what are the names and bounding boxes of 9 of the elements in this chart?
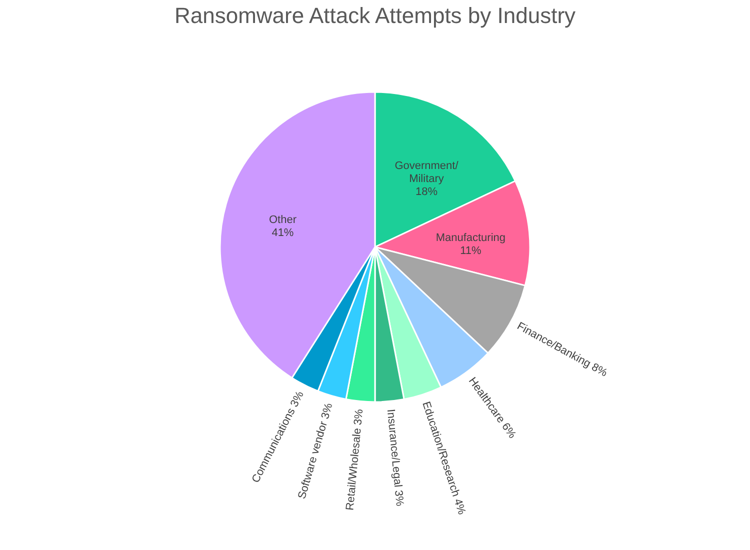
slice-label: Government/Military: [394, 160, 460, 185]
data-label: 18%: [415, 186, 438, 198]
slice-label: Manufacturing: [436, 232, 506, 244]
slice-label: Retail/Wholesale 3%: [344, 408, 366, 511]
data-label: 11%: [460, 244, 482, 257]
slice-label: Insurance/Legal 3%: [384, 408, 406, 507]
chart-title: Ransomware Attack Attempts by Industry: [174, 3, 576, 28]
slice-label: Other: [268, 214, 297, 226]
data-label: 41%: [272, 227, 294, 240]
